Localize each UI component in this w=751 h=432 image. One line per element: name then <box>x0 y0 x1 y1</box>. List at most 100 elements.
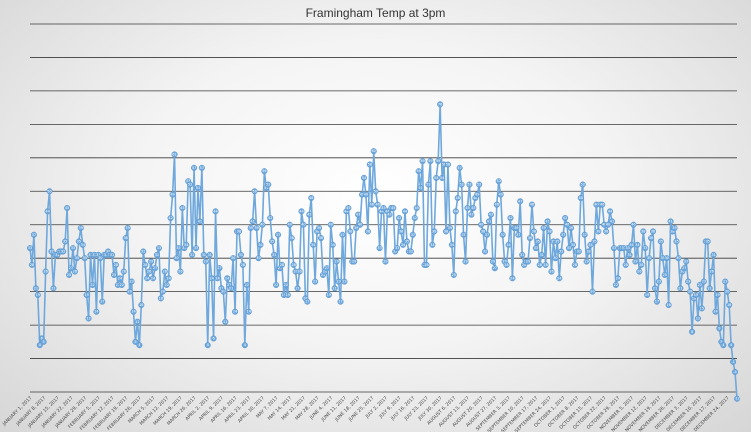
data-point-marker <box>569 241 576 248</box>
data-label: 26 <box>709 270 713 274</box>
data-label: 30 <box>82 256 86 260</box>
data-point: 54 <box>439 174 446 181</box>
data-point: 27 <box>151 265 159 272</box>
data-label: 40 <box>602 223 606 227</box>
data-point: 8 <box>689 328 696 335</box>
data-point-marker <box>505 241 512 248</box>
data-label: 35 <box>77 239 81 243</box>
data-label: 22 <box>245 283 249 287</box>
data-label: 20 <box>590 290 594 294</box>
data-label: 19 <box>36 293 40 297</box>
data-point-marker <box>136 342 143 349</box>
data-point-marker <box>149 275 157 282</box>
data-point-marker <box>75 238 82 245</box>
x-tick-label: JUNE 4, 2017 <box>308 395 334 421</box>
data-point-marker <box>634 241 641 248</box>
data-point-marker <box>632 258 639 265</box>
data-point: 26 <box>296 268 303 275</box>
data-label: 41 <box>487 219 491 223</box>
data-point-marker <box>390 204 397 212</box>
data-label: 42 <box>168 216 172 220</box>
data-label: 35 <box>592 239 596 243</box>
data-point-marker <box>653 298 660 305</box>
data-label: 28 <box>573 263 577 267</box>
data-point-marker <box>183 241 190 248</box>
data-label: 35 <box>405 239 409 243</box>
data-point: 45 <box>64 204 71 212</box>
data-point-marker <box>478 221 485 228</box>
data-point: 36 <box>526 235 534 242</box>
data-point-marker <box>50 285 57 292</box>
data-label: -1 <box>731 360 735 364</box>
data-point-marker <box>396 214 403 222</box>
data-label: 51 <box>418 186 422 190</box>
data-point: 46 <box>493 201 500 208</box>
data-point: 29 <box>683 258 690 265</box>
data-label: 23 <box>686 280 690 284</box>
data-point-marker <box>565 245 573 252</box>
data-label: 36 <box>319 236 323 240</box>
data-point-marker <box>708 268 715 275</box>
data-point: 24 <box>556 275 563 282</box>
data-point-marker <box>642 245 649 252</box>
data-point-marker <box>509 275 516 282</box>
data-point-marker <box>128 278 135 285</box>
data-point: 30 <box>73 255 80 262</box>
data-label: 14 <box>713 310 718 314</box>
data-point: 39 <box>671 225 678 232</box>
data-label: 5 <box>134 340 136 344</box>
data-point-marker <box>364 228 371 235</box>
data-point: 25 <box>661 271 668 278</box>
data-point-marker <box>122 235 129 242</box>
data-point-marker <box>546 228 553 235</box>
data-label: 8 <box>691 330 693 334</box>
data-label: 30 <box>75 256 79 260</box>
data-label: 17 <box>655 300 659 304</box>
data-label: 34 <box>80 243 85 247</box>
data-point-marker <box>415 168 422 175</box>
data-point: 45 <box>179 204 186 212</box>
data-point: 29 <box>524 258 532 265</box>
data-point: 58 <box>366 161 373 168</box>
data-point-marker <box>187 181 194 188</box>
data-point: 56 <box>261 168 268 175</box>
data-point-marker <box>222 318 229 325</box>
data-label: 23 <box>129 280 133 284</box>
data-label: 24 <box>145 276 150 280</box>
data-point: 38 <box>398 228 405 235</box>
data-label: 45 <box>391 206 395 210</box>
data-label: 26 <box>637 270 641 274</box>
data-point: 52 <box>466 181 473 188</box>
data-point-marker <box>648 235 655 242</box>
data-label: 29 <box>526 260 530 264</box>
data-point: 52 <box>187 181 194 188</box>
data-point: 4 <box>728 342 735 349</box>
data-label: 52 <box>580 183 584 187</box>
data-point-marker <box>46 188 53 195</box>
data-point: 45 <box>345 204 352 212</box>
data-label: 41 <box>668 219 672 223</box>
data-point-marker <box>427 158 434 165</box>
data-point: 52 <box>425 181 432 188</box>
data-label: 28 <box>280 263 284 267</box>
data-label: 21 <box>219 286 223 290</box>
data-label: 32 <box>483 249 487 253</box>
data-label: 32 <box>586 249 590 253</box>
data-label: 39 <box>569 226 573 230</box>
data-point-marker <box>448 241 455 248</box>
data-point: 23 <box>128 278 135 285</box>
data-label: 25 <box>452 273 456 277</box>
data-point: 28 <box>638 261 645 268</box>
data-point: 40 <box>630 221 637 228</box>
data-point: 21 <box>651 285 659 292</box>
data-point-marker <box>232 308 239 315</box>
data-label: 31 <box>711 253 715 257</box>
data-label: 21 <box>295 286 299 290</box>
data-point: 19 <box>692 291 700 299</box>
data-point: 29 <box>462 258 469 265</box>
data-point: 31 <box>710 251 717 258</box>
data-label: 23 <box>723 280 727 284</box>
data-point: 35 <box>704 238 711 245</box>
data-label: 34 <box>629 243 634 247</box>
data-label: 33 <box>28 246 32 250</box>
